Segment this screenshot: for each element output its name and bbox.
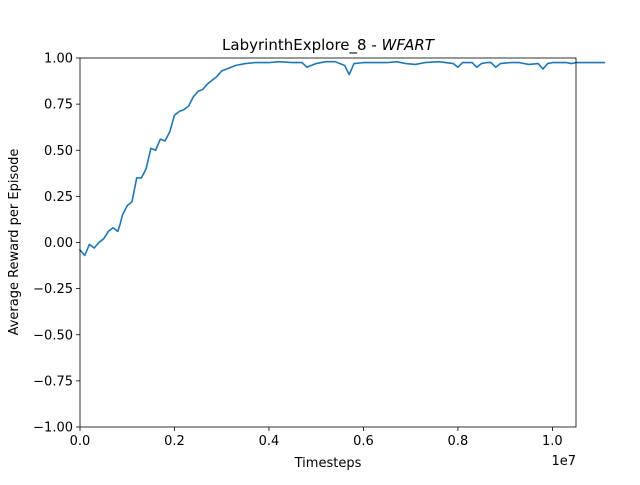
x-tick-label: 0.2	[164, 434, 185, 449]
x-tick-label: 0.6	[353, 434, 374, 449]
x-tick-label: 0.0	[70, 434, 91, 449]
y-tick-label: 0.75	[44, 98, 73, 113]
x-axis-ticks: 0.0 0.2 0.4 0.6 0.8 1.0	[70, 427, 563, 449]
x-axis-offset-label: 1e7	[551, 454, 576, 469]
y-axis-label: Average Reward per Episode	[7, 149, 22, 336]
y-tick-label: 0.25	[44, 190, 73, 205]
y-tick-label: −1.00	[33, 421, 73, 436]
chart-title: LabyrinthExplore_8 - WFART	[222, 36, 436, 55]
x-tick-label: 1.0	[542, 434, 563, 449]
y-tick-label: −0.50	[33, 328, 73, 343]
y-tick-label: −0.75	[33, 374, 73, 389]
chart-title-main: LabyrinthExplore_8 -	[222, 36, 381, 55]
x-tick-label: 0.4	[259, 434, 280, 449]
plot-frame	[79, 57, 577, 428]
y-axis-ticks: −1.00 −0.75 −0.50 −0.25 0.00 0.25 0.50 0.75 1.00	[33, 52, 80, 436]
plot-area	[80, 58, 576, 427]
series-line	[78, 60, 606, 257]
y-tick-label: 1.00	[44, 52, 73, 67]
y-tick-label: −0.25	[33, 282, 73, 297]
y-tick-label: 0.00	[44, 236, 73, 251]
chart-title-emphasis: WFART	[382, 36, 436, 54]
x-tick-label: 0.8	[448, 434, 469, 449]
x-axis-label: Timesteps	[294, 456, 362, 471]
y-tick-label: 0.50	[44, 144, 73, 159]
